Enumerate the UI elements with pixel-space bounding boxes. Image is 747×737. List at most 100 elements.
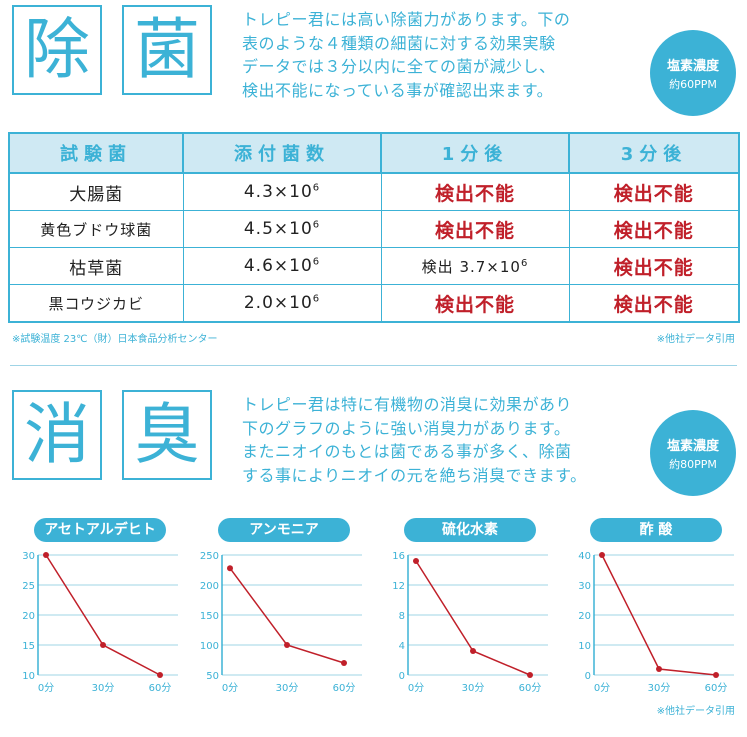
table-header-row: 試験菌 添付菌数 1分後 3分後 xyxy=(8,132,740,174)
cell-count-text: 4.6×10 xyxy=(243,256,313,276)
cell-bacteria-text: 黄色ブドウ球菌 xyxy=(40,220,153,239)
x-tick-label: 0分 xyxy=(594,682,610,694)
exponent: 6 xyxy=(520,257,529,269)
table-row: 枯草菌 4.6×106 検出 3.7×106 検出不能 xyxy=(8,247,740,285)
exponent: 6 xyxy=(312,293,321,305)
x-tick-label: 30分 xyxy=(648,682,671,694)
para-line: 検出不能になっている事が確認出来ます。 xyxy=(242,80,554,100)
chlorine-badge-60: 塩素濃度 約60PPM xyxy=(650,30,736,116)
y-tick-label: 20 xyxy=(578,611,591,622)
chart-title: 酢 酸 xyxy=(590,518,722,542)
cell-count-text: 4.3×10 xyxy=(243,182,313,202)
badge-label: 塩素濃度 xyxy=(666,438,719,454)
cell-after1-text: 検出 3.7×10 xyxy=(421,257,521,276)
cell-after1-text: 検出不能 xyxy=(434,182,515,205)
data-point xyxy=(413,558,419,564)
y-tick-label: 200 xyxy=(200,581,219,592)
x-tick-label: 60分 xyxy=(149,682,172,694)
y-tick-label: 30 xyxy=(22,551,35,562)
badge-label: 塩素濃度 xyxy=(666,58,719,74)
x-tick-label: 60分 xyxy=(705,682,728,694)
x-tick-label: 0分 xyxy=(222,682,238,694)
exponent: 6 xyxy=(312,256,321,268)
data-point xyxy=(100,642,106,648)
cell-after3: 検出不能 xyxy=(568,210,740,248)
cell-after3: 検出不能 xyxy=(568,172,740,211)
data-point xyxy=(341,660,347,666)
y-tick-label: 100 xyxy=(200,641,219,652)
badge-value: 約60PPM xyxy=(669,77,717,91)
cell-count: 4.5×106 xyxy=(182,210,382,248)
exponent: 6 xyxy=(312,182,321,194)
heading-char-shu: 臭 xyxy=(122,390,212,480)
col-header-1min: 1分後 xyxy=(380,132,570,174)
data-point xyxy=(713,672,719,678)
sterilization-table: 試験菌 添付菌数 1分後 3分後 大腸菌 4.3×106 検出不能 検出不能 黄色ブドウ… xyxy=(8,132,740,323)
cell-count: 4.6×106 xyxy=(182,247,382,285)
deodorization-paragraph: トレピー君は特に有機物の消臭に効果があり 下のグラフのように強い消臭力があります… xyxy=(242,393,642,487)
data-point xyxy=(470,648,476,654)
cell-after1: 検出不能 xyxy=(380,210,570,248)
cell-after3-text: 検出不能 xyxy=(613,182,694,205)
y-tick-label: 50 xyxy=(206,671,219,682)
cell-count: 2.0×106 xyxy=(182,284,382,323)
data-point xyxy=(656,666,662,672)
odor-line-chart: 50 100 150 200 250 0分 30分 60分 xyxy=(200,551,362,694)
data-point xyxy=(157,672,163,678)
x-tick-label: 60分 xyxy=(333,682,356,694)
y-tick-label: 12 xyxy=(392,581,405,592)
cell-count-text: 2.0×10 xyxy=(243,293,313,313)
col-header-3min: 3分後 xyxy=(568,132,740,174)
para-line: トレピー君は特に有機物の消臭に効果があり xyxy=(242,395,573,414)
x-tick-label: 60分 xyxy=(519,682,542,694)
y-tick-label: 0 xyxy=(399,671,405,682)
section-divider xyxy=(10,365,737,366)
y-tick-label: 40 xyxy=(578,551,591,562)
table-note-left: ※試験温度 23℃（財）日本食品分析センター xyxy=(12,334,218,345)
data-point xyxy=(227,565,233,572)
y-tick-label: 250 xyxy=(200,551,219,562)
para-line: またニオイのもとは菌である事が多く、除菌 xyxy=(242,442,572,461)
y-tick-label: 4 xyxy=(399,641,405,652)
y-tick-label: 10 xyxy=(578,641,591,652)
table-note-right: ※他社データ引用 xyxy=(656,334,735,345)
heading-char-sho: 消 xyxy=(12,390,102,480)
x-tick-label: 30分 xyxy=(462,682,485,694)
cell-bacteria-text: 大腸菌 xyxy=(69,184,124,205)
cell-after1-text: 検出不能 xyxy=(434,219,515,242)
cell-bacteria-text: 枯草菌 xyxy=(69,258,124,279)
odor-line-chart: 0 4 8 12 16 0分 30分 60分 xyxy=(392,551,548,694)
exponent: 6 xyxy=(312,219,321,231)
x-tick-label: 30分 xyxy=(92,682,115,694)
y-tick-label: 8 xyxy=(399,611,405,622)
chart-note: ※他社データ引用 xyxy=(656,706,735,717)
y-tick-label: 20 xyxy=(22,611,35,622)
data-point xyxy=(43,552,49,558)
table-row: 大腸菌 4.3×106 検出不能 検出不能 xyxy=(8,172,740,211)
table-row: 黄色ブドウ球菌 4.5×106 検出不能 検出不能 xyxy=(8,210,740,248)
x-tick-label: 0分 xyxy=(408,682,424,694)
y-tick-label: 15 xyxy=(22,641,35,652)
series-line xyxy=(415,560,531,676)
chart-title: アンモニア xyxy=(218,518,350,542)
cell-after1: 検出不能 xyxy=(380,284,570,323)
heading-char-jo: 除 xyxy=(12,5,102,95)
cell-bacteria: 黒コウジカビ xyxy=(8,284,184,323)
y-tick-label: 25 xyxy=(22,581,35,592)
cell-bacteria-text: 黒コウジカビ xyxy=(48,294,144,313)
chart-title: アセトアルデヒト xyxy=(34,518,166,542)
cell-after3: 検出不能 xyxy=(568,247,740,285)
col-header-count: 添付菌数 xyxy=(182,132,382,174)
chlorine-badge-80: 塩素濃度 約80PPM xyxy=(650,410,736,496)
cell-bacteria: 枯草菌 xyxy=(8,247,184,285)
para-line: する事によりニオイの元を絶ち消臭できます。 xyxy=(242,465,587,485)
data-point xyxy=(599,552,605,558)
x-tick-label: 0分 xyxy=(38,682,54,694)
odor-line-chart: 0 10 20 30 40 0分 30分 60分 xyxy=(578,551,734,694)
cell-count-text: 4.5×10 xyxy=(243,219,313,239)
cell-after3: 検出不能 xyxy=(568,284,740,323)
y-tick-label: 150 xyxy=(200,611,219,622)
para-line: トレピー君には高い除菌力があります。下の xyxy=(242,10,571,29)
para-line: データでは３分以内に全ての菌が減少し、 xyxy=(242,57,556,76)
chart-title: 硫化水素 xyxy=(404,518,536,542)
